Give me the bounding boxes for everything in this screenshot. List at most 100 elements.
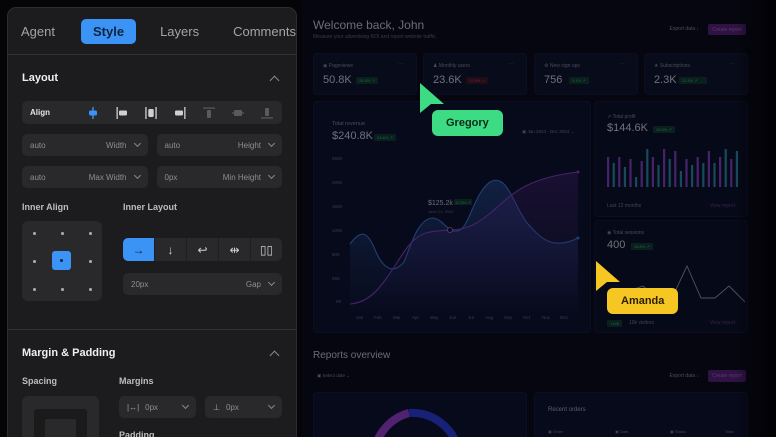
align-dot[interactable] bbox=[33, 288, 36, 291]
align-dot-selected[interactable] bbox=[52, 251, 71, 270]
more-icon[interactable]: ··· bbox=[508, 61, 514, 67]
distribute-icon[interactable]: ⇹ bbox=[219, 238, 251, 261]
create-report-button[interactable]: Create report bbox=[708, 24, 746, 35]
stat-value: 2.3K bbox=[654, 74, 677, 86]
tab-agent[interactable]: Agent bbox=[21, 23, 55, 39]
stat-value: 50.8K bbox=[323, 74, 352, 86]
spacing-padding-box[interactable] bbox=[45, 419, 76, 437]
align-top-icon[interactable] bbox=[194, 101, 223, 124]
layout-title: Layout bbox=[22, 72, 59, 84]
margin-padding-header[interactable]: Margin & Padding bbox=[22, 330, 282, 376]
height-field[interactable]: auto Height bbox=[156, 134, 282, 156]
column-header-order[interactable]: ▣ Order bbox=[548, 429, 564, 434]
sessions-badge: 16.8% ↗ bbox=[631, 243, 653, 250]
svg-text:0K: 0K bbox=[336, 299, 342, 304]
layout-section-header[interactable]: Layout bbox=[22, 55, 282, 101]
stat-label: ★ Subscriptions bbox=[654, 63, 690, 69]
export-data-button[interactable]: Export data ↓ bbox=[669, 373, 699, 379]
date-range-picker[interactable]: ▣ Jan 2024 - Dec 2024 ⌄ bbox=[522, 129, 575, 134]
align-right-icon[interactable] bbox=[165, 101, 194, 124]
inner-settings: Inner Align Inner Layout → ↓ bbox=[22, 202, 282, 301]
wrap-icon[interactable]: ↩ bbox=[187, 238, 219, 261]
columns-icon[interactable]: ▯▯ bbox=[259, 242, 274, 257]
chevron-down-icon[interactable] bbox=[267, 139, 276, 148]
spacing-visualizer[interactable] bbox=[22, 396, 99, 437]
align-label: Align bbox=[30, 108, 50, 117]
profit-footer: Last 12 months bbox=[607, 203, 642, 209]
inner-align-grid[interactable] bbox=[22, 221, 102, 301]
inner-align-label: Inner Align bbox=[22, 202, 69, 212]
align-center-horizontal-icon[interactable] bbox=[78, 101, 107, 124]
margin-padding-title: Margin & Padding bbox=[22, 347, 116, 359]
chevron-down-icon[interactable] bbox=[267, 401, 276, 410]
tab-style[interactable]: Style bbox=[80, 18, 137, 44]
max-width-field[interactable]: auto Max Width bbox=[22, 166, 148, 188]
align-dot[interactable] bbox=[61, 288, 64, 291]
chevron-down-icon[interactable] bbox=[267, 278, 276, 287]
stat-card-subscriptions[interactable]: ★ Subscriptions ··· 2.3K 11.3% ↗ bbox=[644, 53, 748, 95]
tab-comments[interactable]: Comments bbox=[233, 23, 296, 39]
stat-label: ⚙ New sign ups bbox=[544, 63, 580, 69]
spacing-margin-box[interactable] bbox=[34, 409, 87, 437]
column-header-status[interactable]: ▣ Status bbox=[670, 429, 687, 434]
stat-card-monthly-users[interactable]: ♟ Monthly users ··· 23.6K 12.6% ↘ bbox=[423, 53, 527, 95]
gap-field[interactable]: 20px Gap bbox=[123, 273, 282, 295]
min-height-field[interactable]: 0px Min Height bbox=[156, 166, 282, 188]
section-divider bbox=[8, 329, 296, 330]
align-left-icon[interactable] bbox=[107, 101, 136, 124]
constraint-row: auto Max Width 0px Min Height bbox=[22, 166, 282, 188]
column-header-total[interactable]: Total bbox=[725, 429, 734, 434]
inner-layout-group: Inner Layout → ↓ ↩ ⇹ ▯▯ 20px Gap bbox=[123, 202, 282, 301]
view-report-link[interactable]: View report bbox=[709, 203, 735, 209]
view-report-link[interactable]: View report bbox=[709, 320, 735, 326]
chevron-down-icon[interactable] bbox=[133, 171, 141, 180]
select-date-dropdown[interactable]: ▣ Select date ⌄ bbox=[317, 373, 351, 378]
collapse-icon[interactable] bbox=[269, 75, 280, 85]
collapse-icon[interactable] bbox=[269, 350, 280, 360]
align-bottom-icon[interactable] bbox=[252, 101, 281, 124]
style-panel: Agent Style Layers Comments Layout Align bbox=[7, 7, 297, 437]
align-dot[interactable] bbox=[61, 232, 64, 235]
tooltip-value: $125.2k bbox=[428, 200, 453, 207]
margin-vertical-field[interactable]: ⊥ 0px bbox=[205, 396, 282, 418]
column-header-date[interactable]: ▣ Date bbox=[615, 429, 629, 434]
export-data-button[interactable]: Export data ↓ bbox=[669, 26, 699, 32]
margin-padding-section: Margin & Padding Spacing Margins |↔| 0px bbox=[8, 330, 296, 437]
sessions-footer: 10k visitors bbox=[629, 320, 655, 326]
spacing-label: Spacing bbox=[22, 376, 58, 386]
layout-direction-buttons: → ↓ ↩ ⇹ ▯▯ bbox=[123, 238, 282, 261]
donut-chart bbox=[374, 408, 458, 437]
arrow-right-icon[interactable]: → bbox=[123, 238, 155, 261]
revenue-title: Total revenue bbox=[332, 121, 366, 127]
margin-horizontal-field[interactable]: |↔| 0px bbox=[119, 396, 196, 418]
chevron-down-icon[interactable] bbox=[133, 139, 141, 148]
vertical-spacing-icon: ⊥ bbox=[213, 402, 220, 412]
align-stretch-icon[interactable] bbox=[136, 101, 165, 124]
align-dot[interactable] bbox=[33, 232, 36, 235]
svg-text:Aug: Aug bbox=[485, 315, 494, 320]
stat-card-new-signups[interactable]: ⚙ New sign ups ··· 756 3.1% ↗ bbox=[534, 53, 638, 95]
sessions-card: ◉ Total sessions 400 16.8% ↗ +14K 10k vi… bbox=[594, 220, 748, 333]
more-icon[interactable]: ··· bbox=[729, 61, 735, 67]
align-dot[interactable] bbox=[89, 260, 92, 263]
max-width-label: Max Width bbox=[88, 172, 127, 182]
reports-overview-title: Reports overview bbox=[313, 350, 391, 361]
stat-label: ♟ Monthly users bbox=[433, 63, 470, 69]
align-dot[interactable] bbox=[89, 288, 92, 291]
svg-text:Jun: Jun bbox=[449, 315, 457, 320]
profit-value: $144.6K bbox=[607, 122, 648, 134]
height-value: auto bbox=[164, 140, 181, 150]
chevron-down-icon[interactable] bbox=[267, 171, 276, 180]
align-middle-icon[interactable] bbox=[223, 101, 252, 124]
svg-text:150K: 150K bbox=[332, 204, 343, 209]
align-dot[interactable] bbox=[33, 260, 36, 263]
more-icon[interactable]: ··· bbox=[619, 61, 625, 67]
tab-layers[interactable]: Layers bbox=[160, 23, 200, 39]
width-field[interactable]: auto Width bbox=[22, 134, 148, 156]
more-icon[interactable]: ··· bbox=[398, 61, 404, 67]
stat-card-pageviews[interactable]: ◉ Pageviews ··· 50.8K 28.4% ↗ bbox=[313, 53, 417, 95]
chevron-down-icon[interactable] bbox=[181, 401, 190, 410]
arrow-down-icon[interactable]: ↓ bbox=[155, 238, 187, 261]
align-dot[interactable] bbox=[89, 232, 92, 235]
height-label: Height bbox=[237, 140, 261, 150]
